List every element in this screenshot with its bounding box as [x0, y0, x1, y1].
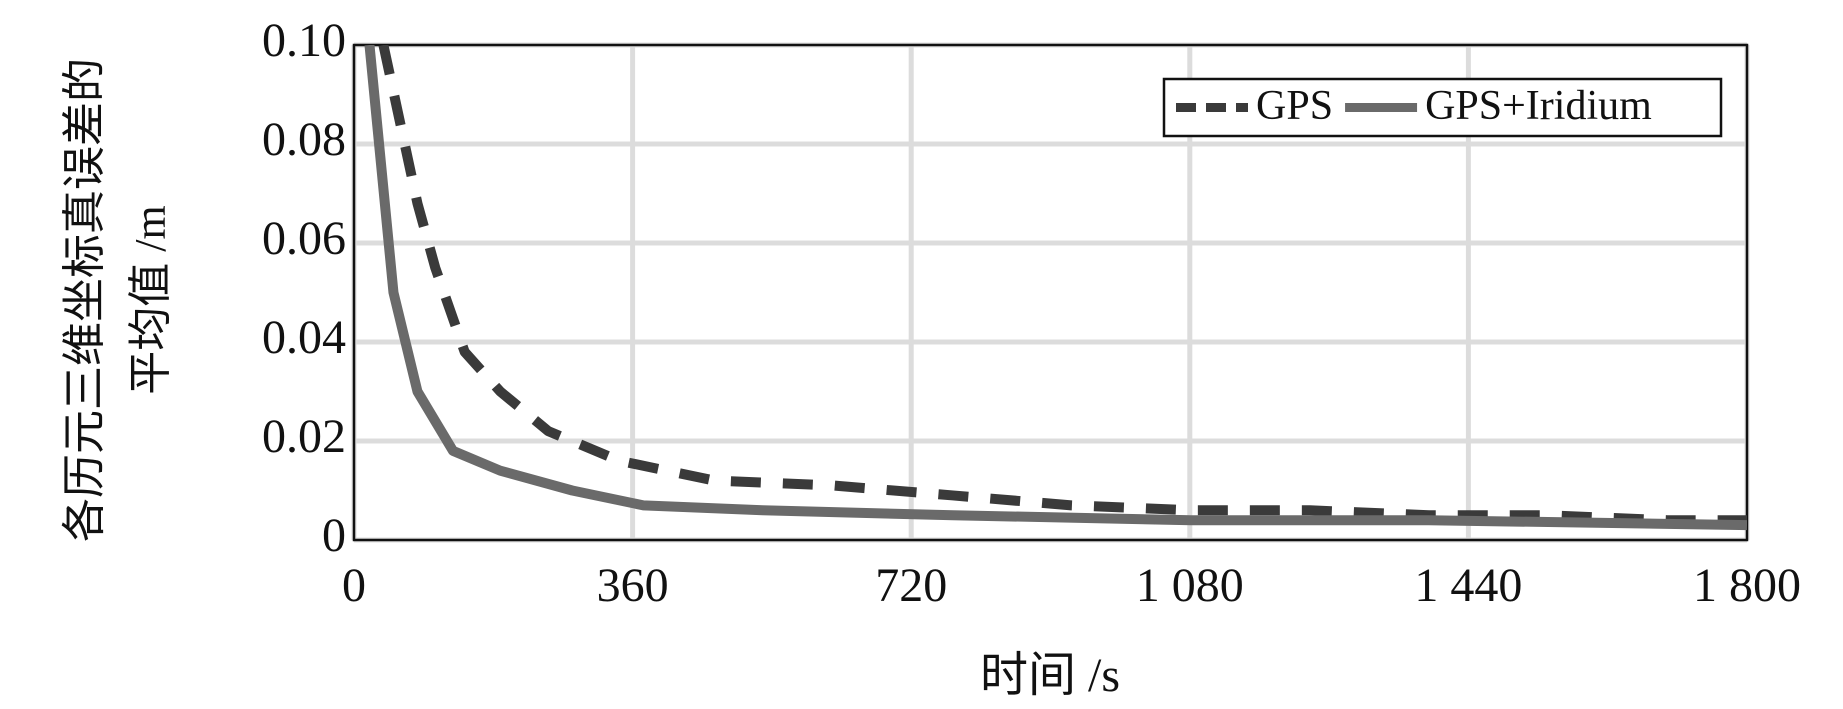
legend-label: GPS — [1256, 83, 1333, 129]
x-tick-label: 1 080 — [1136, 559, 1244, 612]
x-tick-label: 1 800 — [1693, 559, 1801, 612]
y-axis-label: 各历元三维坐标真误差的平均值 /m — [60, 58, 175, 542]
legend-label: GPS+Iridium — [1425, 83, 1652, 129]
y-tick-label: 0.04 — [262, 311, 346, 364]
line — [378, 45, 1747, 526]
y-tick-label: 0.06 — [262, 212, 346, 265]
plot-frame — [352, 43, 1749, 542]
x-tick-label: 360 — [597, 559, 669, 612]
y-tick-label: 0.10 — [262, 14, 346, 67]
y-tick-label: 0.08 — [262, 113, 346, 166]
y-tick-label: 0.02 — [262, 410, 346, 463]
x-tick-label: 0 — [342, 559, 366, 612]
legend: GPS GPS+Iridium — [1162, 77, 1723, 138]
x-axis-label: 时间 /s — [980, 649, 1120, 702]
x-tick-label: 1 440 — [1414, 559, 1522, 612]
legend-box — [1162, 77, 1723, 138]
y-tick-label: 0 — [322, 509, 346, 562]
x-tick-label: 720 — [875, 559, 947, 612]
line — [364, 45, 1747, 531]
